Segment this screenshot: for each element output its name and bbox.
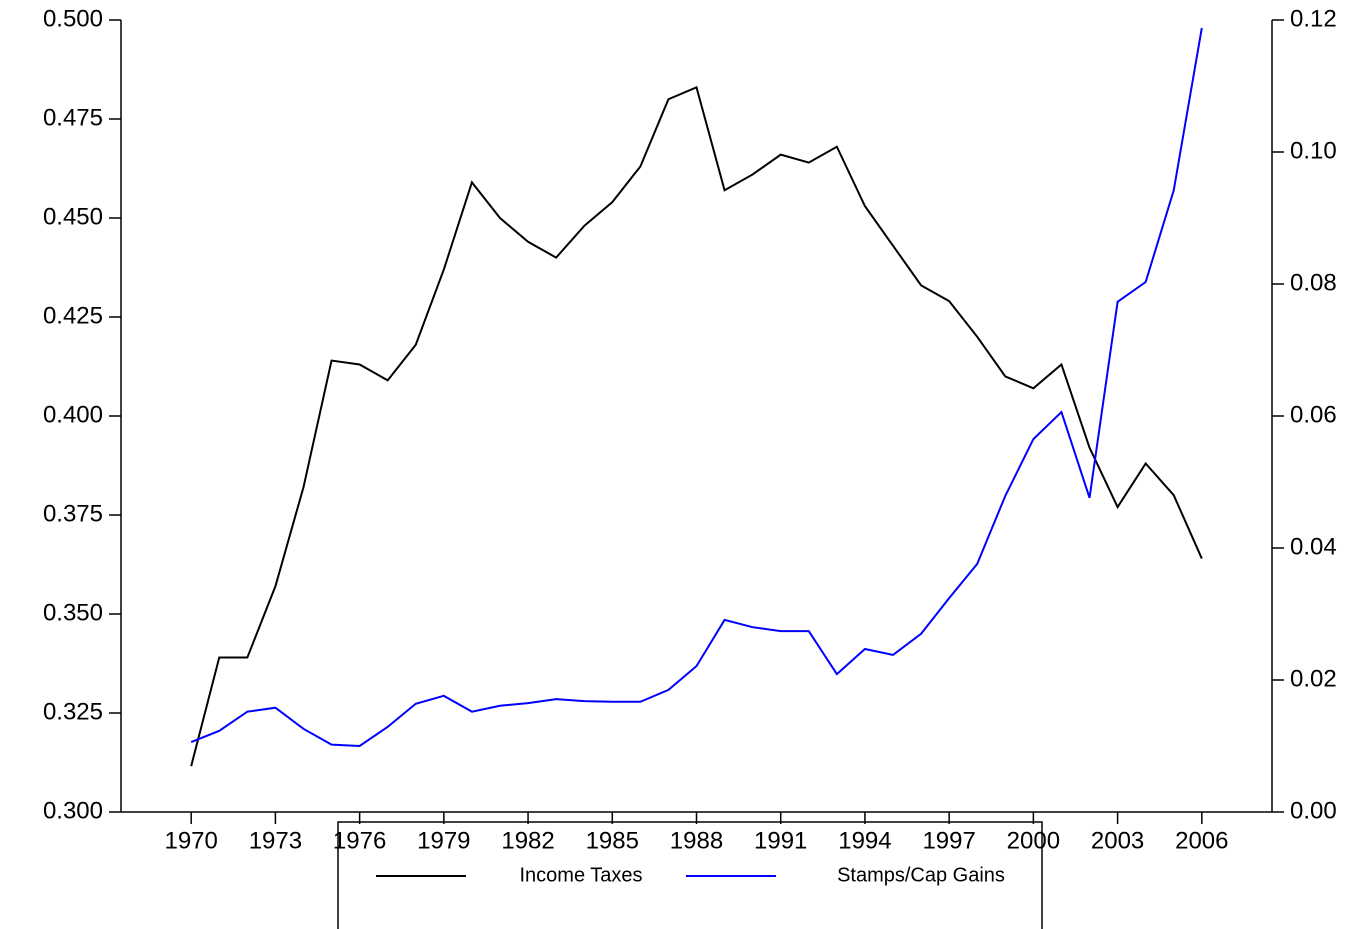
x-tick-label: 1991 bbox=[754, 827, 807, 854]
y-tick-label: 0.425 bbox=[43, 302, 103, 329]
y-tick-label: 0.375 bbox=[43, 500, 103, 527]
legend-box bbox=[337, 821, 1043, 929]
series-line bbox=[190, 85, 1203, 767]
x-tick-label: 1976 bbox=[333, 827, 386, 854]
x-tick-label: 2000 bbox=[1007, 827, 1060, 854]
x-tick-label: 1988 bbox=[670, 827, 723, 854]
x-tick-label: 2003 bbox=[1091, 827, 1144, 854]
y-tick-label: 0.325 bbox=[43, 698, 103, 725]
y-tick-label: 0.350 bbox=[43, 599, 103, 626]
y2-tick-label: 0.04 bbox=[1290, 533, 1337, 560]
y-tick-label: 0.300 bbox=[43, 797, 103, 824]
y2-tick-label: 0.08 bbox=[1290, 269, 1337, 296]
y-tick-label: 0.500 bbox=[43, 5, 103, 32]
series-line bbox=[190, 27, 1203, 748]
y-tick-label: 0.400 bbox=[43, 401, 103, 428]
x-tick-label: 1970 bbox=[164, 827, 217, 854]
y2-tick-label: 0.06 bbox=[1290, 401, 1337, 428]
y2-tick-label: 0.00 bbox=[1290, 797, 1337, 824]
y2-tick-label: 0.02 bbox=[1290, 665, 1337, 692]
y2-tick-label: 0.12 bbox=[1290, 5, 1337, 32]
x-tick-label: 1985 bbox=[586, 827, 639, 854]
legend-label: Income Taxes bbox=[519, 864, 642, 886]
y-tick-label: 0.450 bbox=[43, 203, 103, 230]
x-tick-label: 1994 bbox=[838, 827, 891, 854]
x-tick-label: 1973 bbox=[249, 827, 302, 854]
y2-tick-label: 0.10 bbox=[1290, 137, 1337, 164]
x-tick-label: 1997 bbox=[922, 827, 975, 854]
y-tick-label: 0.475 bbox=[43, 104, 103, 131]
legend-label: Stamps/Cap Gains bbox=[837, 864, 1005, 886]
x-tick-label: 2006 bbox=[1175, 827, 1228, 854]
x-tick-label: 1979 bbox=[417, 827, 470, 854]
x-tick-label: 1982 bbox=[501, 827, 554, 854]
